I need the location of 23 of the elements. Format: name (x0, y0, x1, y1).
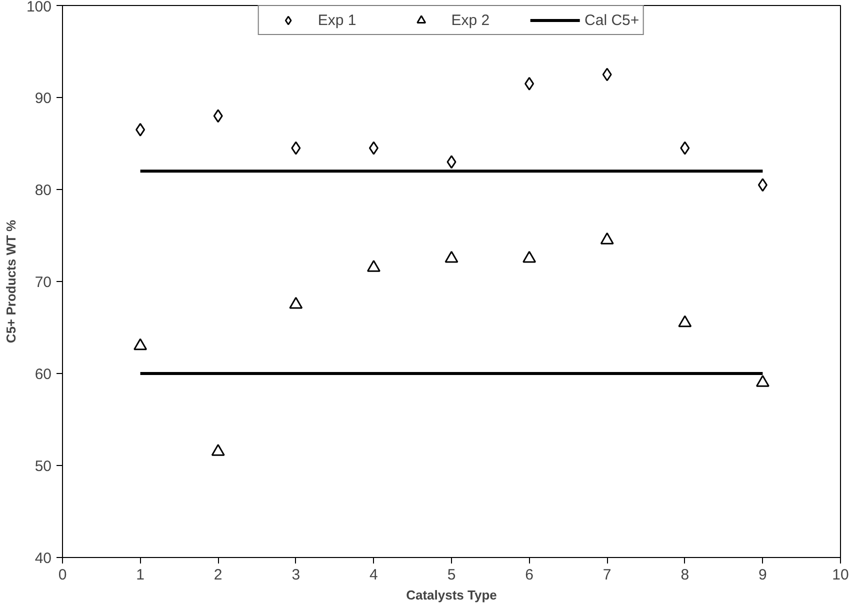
x-tick-label: 6 (525, 566, 534, 584)
x-tick-label: 2 (214, 566, 222, 584)
x-axis-title: Catalysts Type (406, 588, 497, 602)
y-tick-label: 70 (34, 274, 52, 291)
y-axis-title: C5+ Products WT % (3, 219, 18, 344)
y-tick-label: 50 (34, 458, 52, 475)
legend-label: Exp 1 (318, 12, 356, 28)
y-tick-label: 60 (34, 366, 52, 383)
x-tick-label: 3 (292, 566, 300, 584)
legend-label: Cal C5+ (584, 12, 640, 28)
x-tick-label: 9 (758, 566, 767, 584)
x-tick-label: 7 (602, 566, 612, 584)
y-tick-label: 40 (34, 550, 52, 567)
y-tick-label: 90 (34, 90, 52, 107)
x-tick-label: 0 (58, 566, 67, 584)
legend-label: Exp 2 (451, 12, 490, 28)
x-tick-label: 4 (370, 566, 378, 584)
y-tick-label: 80 (34, 182, 52, 199)
x-tick-label: 5 (447, 566, 456, 584)
x-tick-label: 1 (136, 566, 144, 584)
x-tick-label: 8 (680, 566, 690, 584)
x-tick-label: 10 (832, 566, 849, 584)
y-tick-label: 100 (26, 0, 52, 16)
